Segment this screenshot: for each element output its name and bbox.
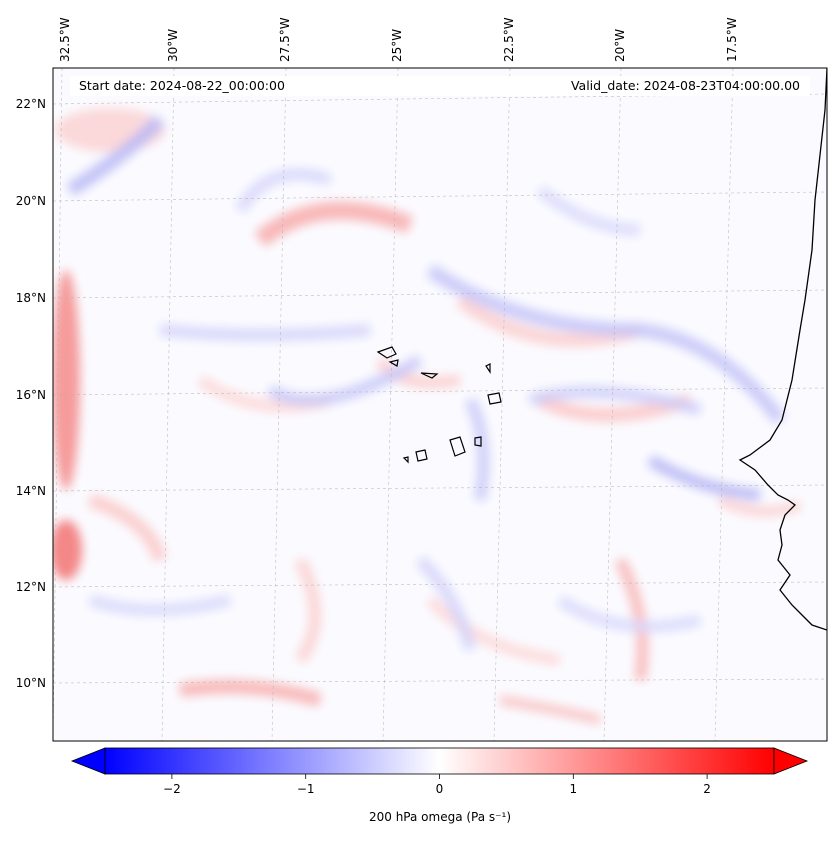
- lon-label-32-5w: 32.5°W: [58, 17, 72, 62]
- lon-label-30w: 30°W: [166, 29, 180, 62]
- gridline-lat-22: [53, 93, 827, 105]
- gridline-lat-18: [53, 289, 827, 299]
- lon-label-27-5w: 27.5°W: [278, 17, 292, 62]
- island-sao-vicente: [388, 359, 399, 367]
- gridline-lat-20: [53, 191, 827, 202]
- island-sao-nicolau: [420, 372, 439, 379]
- gridline-lat-10: [53, 678, 827, 684]
- start-date-label: Start date: 2024-08-22_00:00:00: [79, 78, 285, 93]
- lat-label-22n: 22°N: [16, 97, 46, 111]
- gridline-lon-32-5: [53, 68, 63, 741]
- island-santiago: [449, 436, 466, 457]
- colorbar-extend-max: [773, 747, 809, 775]
- omega-negative-streak: [646, 454, 761, 501]
- omega-positive-streak: [499, 695, 602, 725]
- omega-positive-streak: [294, 557, 321, 664]
- lat-label-14n: 14°N: [16, 484, 46, 498]
- island-santo-antao: [376, 346, 397, 359]
- omega-negative-streak: [528, 386, 702, 416]
- omega-negative-streak: [66, 115, 165, 197]
- colorbar-tick-label: 0: [436, 782, 444, 796]
- omega-negative-streak: [266, 354, 424, 406]
- gridline-lat-16: [53, 387, 827, 396]
- omega-positive-streak: [254, 201, 414, 248]
- colorbar: −2 −1 0 1 2 200 hPa omega (Pa s⁻¹): [70, 747, 809, 824]
- lat-labels: 22°N 20°N 18°N 16°N 14°N 12°N 10°N: [16, 97, 46, 690]
- colorbar-extend-min: [70, 747, 106, 775]
- colorbar-tick-label: −1: [297, 782, 315, 796]
- gridline-lon-17-5: [714, 68, 734, 741]
- gridline-lon-25: [382, 68, 399, 741]
- colorbar-title: 200 hPa omega (Pa s⁻¹): [369, 810, 511, 824]
- gridline-lat-14: [53, 484, 827, 492]
- omega-positive-streak: [425, 595, 561, 666]
- lon-labels: 32.5°W 30°W 27.5°W 25°W 22.5°W 20°W 17.5…: [58, 17, 739, 62]
- gridline-lat-12: [53, 581, 827, 588]
- gridlines: [53, 68, 827, 741]
- omega-positive-band-west: [53, 270, 80, 490]
- colorbar-tick-label: −2: [163, 782, 181, 796]
- lat-label-16n: 16°N: [16, 388, 46, 402]
- gridline-lon-30: [161, 68, 175, 741]
- island-maio: [474, 436, 482, 447]
- omega-negative-streak: [88, 594, 232, 616]
- omega-negative-streak: [415, 555, 476, 652]
- gridline-lon-20: [603, 68, 622, 741]
- gridline-lon-22-5: [493, 68, 511, 741]
- omega-negative-streak: [556, 594, 702, 633]
- valid-date-label: Valid_date: 2024-08-23T04:00:00.00: [571, 78, 800, 93]
- lon-label-20w: 20°W: [613, 29, 627, 62]
- omega-negative-streak: [426, 264, 786, 425]
- colorbar-tick-label: 2: [703, 782, 711, 796]
- cape-verde-islands: [376, 346, 502, 464]
- header-strip: [70, 76, 810, 96]
- lat-label-18n: 18°N: [16, 291, 46, 305]
- lon-label-17-5w: 17.5°W: [725, 17, 739, 62]
- island-boa-vista: [487, 392, 502, 405]
- omega-negative-streak: [159, 324, 371, 341]
- omega-positive-streak: [375, 356, 461, 389]
- omega-positive-streak: [614, 557, 649, 681]
- colorbar-ticks: −2 −1 0 1 2: [163, 774, 711, 796]
- lon-label-22-5w: 22.5°W: [502, 17, 516, 62]
- omega-positive-blob: [53, 520, 82, 580]
- coastline-africa: [738, 68, 827, 631]
- map-frame: [52, 67, 828, 742]
- island-fogo: [415, 449, 428, 462]
- omega-negative-streak: [536, 185, 641, 236]
- colorbar-bar: [104, 747, 775, 775]
- map-area: Start date: 2024-08-22_00:00:00 Valid_da…: [53, 68, 827, 741]
- gridline-lon-27-5: [271, 68, 287, 741]
- island-sal: [485, 363, 491, 374]
- omega-positive-streak: [87, 493, 167, 563]
- island-brava: [402, 456, 409, 464]
- colorbar-tick-label: 1: [569, 782, 577, 796]
- lon-label-25w: 25°W: [390, 29, 404, 62]
- lat-label-20n: 20°N: [16, 194, 46, 208]
- omega-positive-streak: [179, 679, 322, 707]
- map-background: [53, 68, 827, 741]
- omega-negative-streak: [234, 168, 332, 214]
- lat-label-10n: 10°N: [16, 676, 46, 690]
- lat-label-12n: 12°N: [16, 580, 46, 594]
